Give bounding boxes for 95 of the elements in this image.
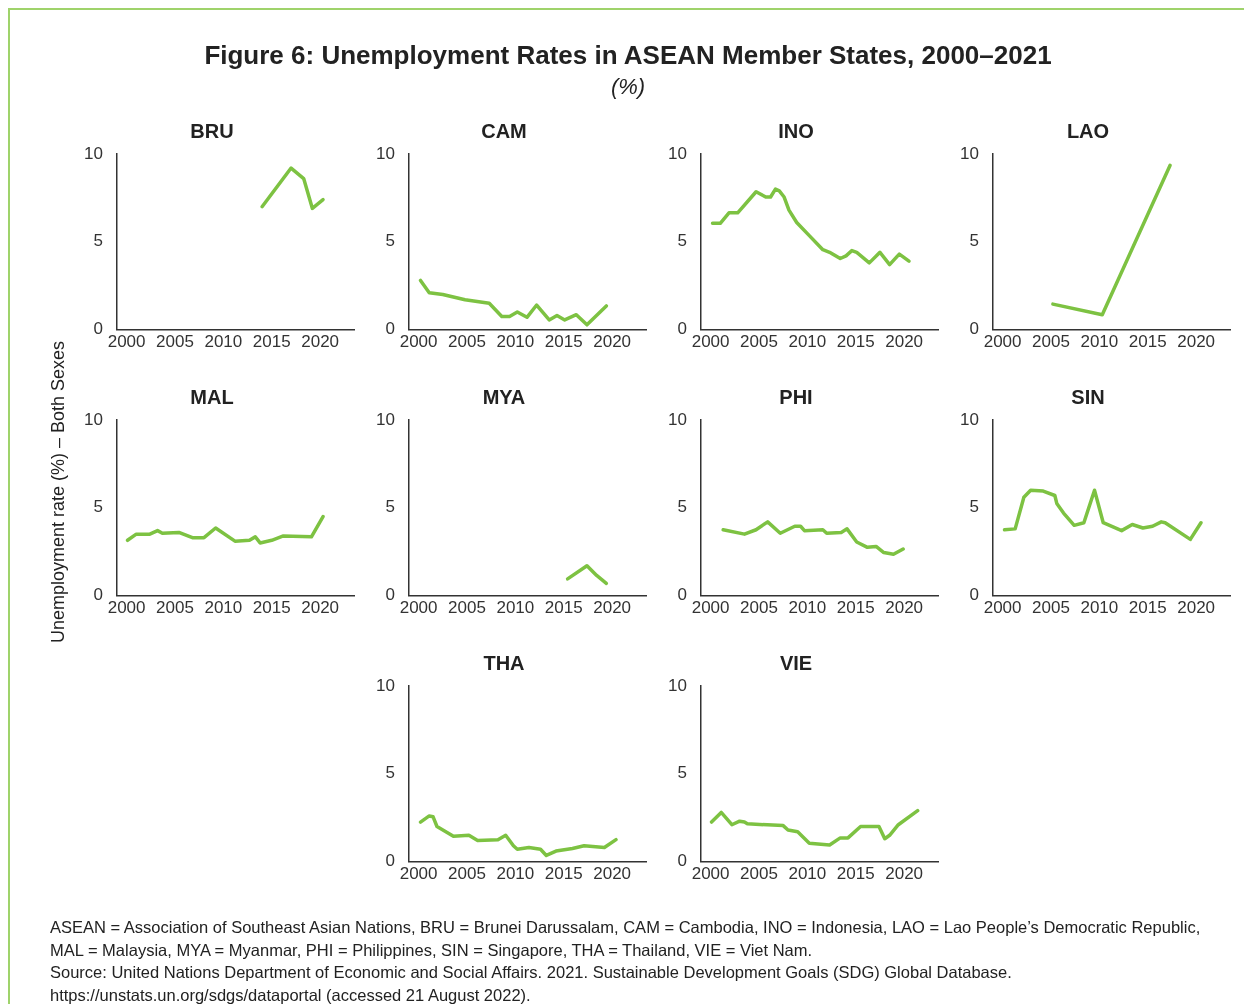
y-tick-label: 5 bbox=[385, 763, 395, 783]
x-tick-label: 2020 bbox=[301, 598, 340, 618]
y-tick-label: 0 bbox=[677, 851, 687, 871]
x-tick-label: 2020 bbox=[885, 332, 924, 352]
x-tick-label: 2000 bbox=[983, 598, 1022, 618]
y-tick-label: 5 bbox=[969, 231, 979, 251]
x-tick-label: 2005 bbox=[1032, 332, 1070, 352]
text: Figure 6: Unemployment Rates in ASEAN Member States, 2000–2021 bbox=[203, 40, 1053, 71]
x-tick-label: 2005 bbox=[740, 332, 778, 352]
y-tick-label: 10 bbox=[375, 675, 395, 695]
y-tick-label: 5 bbox=[93, 497, 103, 517]
x-tick-label: 2015 bbox=[1128, 598, 1167, 618]
y-tick-label: 10 bbox=[83, 143, 103, 163]
x-tick-label: 2010 bbox=[204, 598, 243, 618]
y-tick-label: 0 bbox=[969, 319, 979, 339]
y-tick-label: 10 bbox=[667, 143, 687, 163]
y-tick-label: 0 bbox=[969, 585, 979, 605]
x-tick-label: 2010 bbox=[496, 332, 535, 352]
y-tick-label: 10 bbox=[959, 143, 979, 163]
x-tick-label: 2000 bbox=[399, 332, 438, 352]
text: ASEAN = Association of Southeast Asian Nations, BRU = Brunei Darussalam, CAM = Cambodia, INO = Indonesia, LAO = Lao People’s Democratic Republic, MAL = Malaysia, MYA = Myanmar, PHI = Philippines, SIN = Singapore, THA = Thailand, VIE = Viet Nam. bbox=[50, 917, 1202, 961]
y-tick-label: 10 bbox=[959, 409, 979, 429]
chart-title: CAM bbox=[481, 119, 527, 142]
y-tick-label: 5 bbox=[969, 497, 979, 517]
x-tick-label: 2010 bbox=[1080, 598, 1119, 618]
y-tick-label: 0 bbox=[677, 319, 687, 339]
x-tick-label: 2005 bbox=[740, 864, 778, 884]
x-tick-label: 2020 bbox=[1177, 598, 1216, 618]
x-tick-label: 2015 bbox=[1128, 332, 1167, 352]
x-tick-label: 2015 bbox=[544, 864, 583, 884]
x-tick-label: 2020 bbox=[885, 864, 924, 884]
x-tick-label: 2010 bbox=[788, 332, 827, 352]
x-tick-label: 2000 bbox=[399, 598, 438, 618]
y-tick-label: 10 bbox=[667, 409, 687, 429]
x-tick-label: 2005 bbox=[740, 598, 778, 618]
x-tick-label: 2000 bbox=[107, 598, 146, 618]
x-tick-label: 2000 bbox=[691, 332, 730, 352]
y-tick-label: 5 bbox=[385, 231, 395, 251]
chart-title: MYA bbox=[482, 385, 526, 408]
y-tick-label: 5 bbox=[677, 497, 687, 517]
x-tick-label: 2015 bbox=[544, 332, 583, 352]
x-tick-label: 2005 bbox=[448, 332, 486, 352]
y-tick-label: 0 bbox=[385, 585, 395, 605]
x-tick-label: 2005 bbox=[1032, 598, 1070, 618]
y-tick-label: 5 bbox=[677, 231, 687, 251]
x-tick-label: 2015 bbox=[252, 332, 291, 352]
text: (%) bbox=[609, 74, 647, 100]
x-tick-label: 2010 bbox=[204, 332, 243, 352]
y-tick-label: 10 bbox=[83, 409, 103, 429]
chart-title: INO bbox=[778, 119, 814, 142]
y-tick-label: 0 bbox=[93, 585, 103, 605]
source-note: Source: United Nations Department of Economic and Social Affairs. 2021. Sustainable Development Goals (SDG) Global Database. https://unstats.un.org/sdgs/dataportal (accessed 21 August 2022). bbox=[50, 962, 1013, 1004]
chart-title: THA bbox=[483, 651, 525, 674]
x-tick-label: 2005 bbox=[156, 332, 194, 352]
x-tick-label: 2010 bbox=[788, 864, 827, 884]
x-tick-label: 2020 bbox=[593, 598, 632, 618]
x-tick-label: 2010 bbox=[788, 598, 827, 618]
y-tick-label: 0 bbox=[677, 585, 687, 605]
x-tick-label: 2010 bbox=[1080, 332, 1119, 352]
x-tick-label: 2020 bbox=[593, 864, 632, 884]
x-tick-label: 2005 bbox=[448, 864, 486, 884]
y-tick-label: 5 bbox=[385, 497, 395, 517]
x-tick-label: 2000 bbox=[691, 864, 730, 884]
chart-title: VIE bbox=[779, 651, 813, 674]
chart-title: BRU bbox=[190, 119, 234, 142]
x-tick-label: 2015 bbox=[544, 598, 583, 618]
chart-title: PHI bbox=[779, 385, 813, 408]
y-tick-label: 5 bbox=[677, 763, 687, 783]
x-tick-label: 2010 bbox=[496, 598, 535, 618]
x-tick-label: 2010 bbox=[496, 864, 535, 884]
x-tick-label: 2015 bbox=[836, 598, 875, 618]
chart-title: LAO bbox=[1066, 119, 1110, 142]
x-tick-label: 2020 bbox=[885, 598, 924, 618]
y-tick-label: 0 bbox=[385, 851, 395, 871]
x-tick-label: 2015 bbox=[836, 332, 875, 352]
text: Unemployment rate (%) – Both Sexes bbox=[47, 340, 69, 644]
x-tick-label: 2015 bbox=[252, 598, 291, 618]
y-tick-label: 10 bbox=[667, 675, 687, 695]
y-tick-label: 10 bbox=[375, 409, 395, 429]
chart-title: MAL bbox=[190, 385, 234, 408]
y-tick-label: 5 bbox=[93, 231, 103, 251]
x-tick-label: 2000 bbox=[691, 598, 730, 618]
x-tick-label: 2000 bbox=[107, 332, 146, 352]
x-tick-label: 2020 bbox=[593, 332, 632, 352]
x-tick-label: 2005 bbox=[448, 598, 486, 618]
chart-title: SIN bbox=[1071, 385, 1105, 408]
y-tick-label: 10 bbox=[375, 143, 395, 163]
x-tick-label: 2000 bbox=[399, 864, 438, 884]
x-tick-label: 2020 bbox=[1177, 332, 1216, 352]
x-tick-label: 2000 bbox=[983, 332, 1022, 352]
x-tick-label: 2015 bbox=[836, 864, 875, 884]
x-tick-label: 2020 bbox=[301, 332, 340, 352]
y-tick-label: 0 bbox=[385, 319, 395, 339]
y-tick-label: 0 bbox=[93, 319, 103, 339]
x-tick-label: 2005 bbox=[156, 598, 194, 618]
